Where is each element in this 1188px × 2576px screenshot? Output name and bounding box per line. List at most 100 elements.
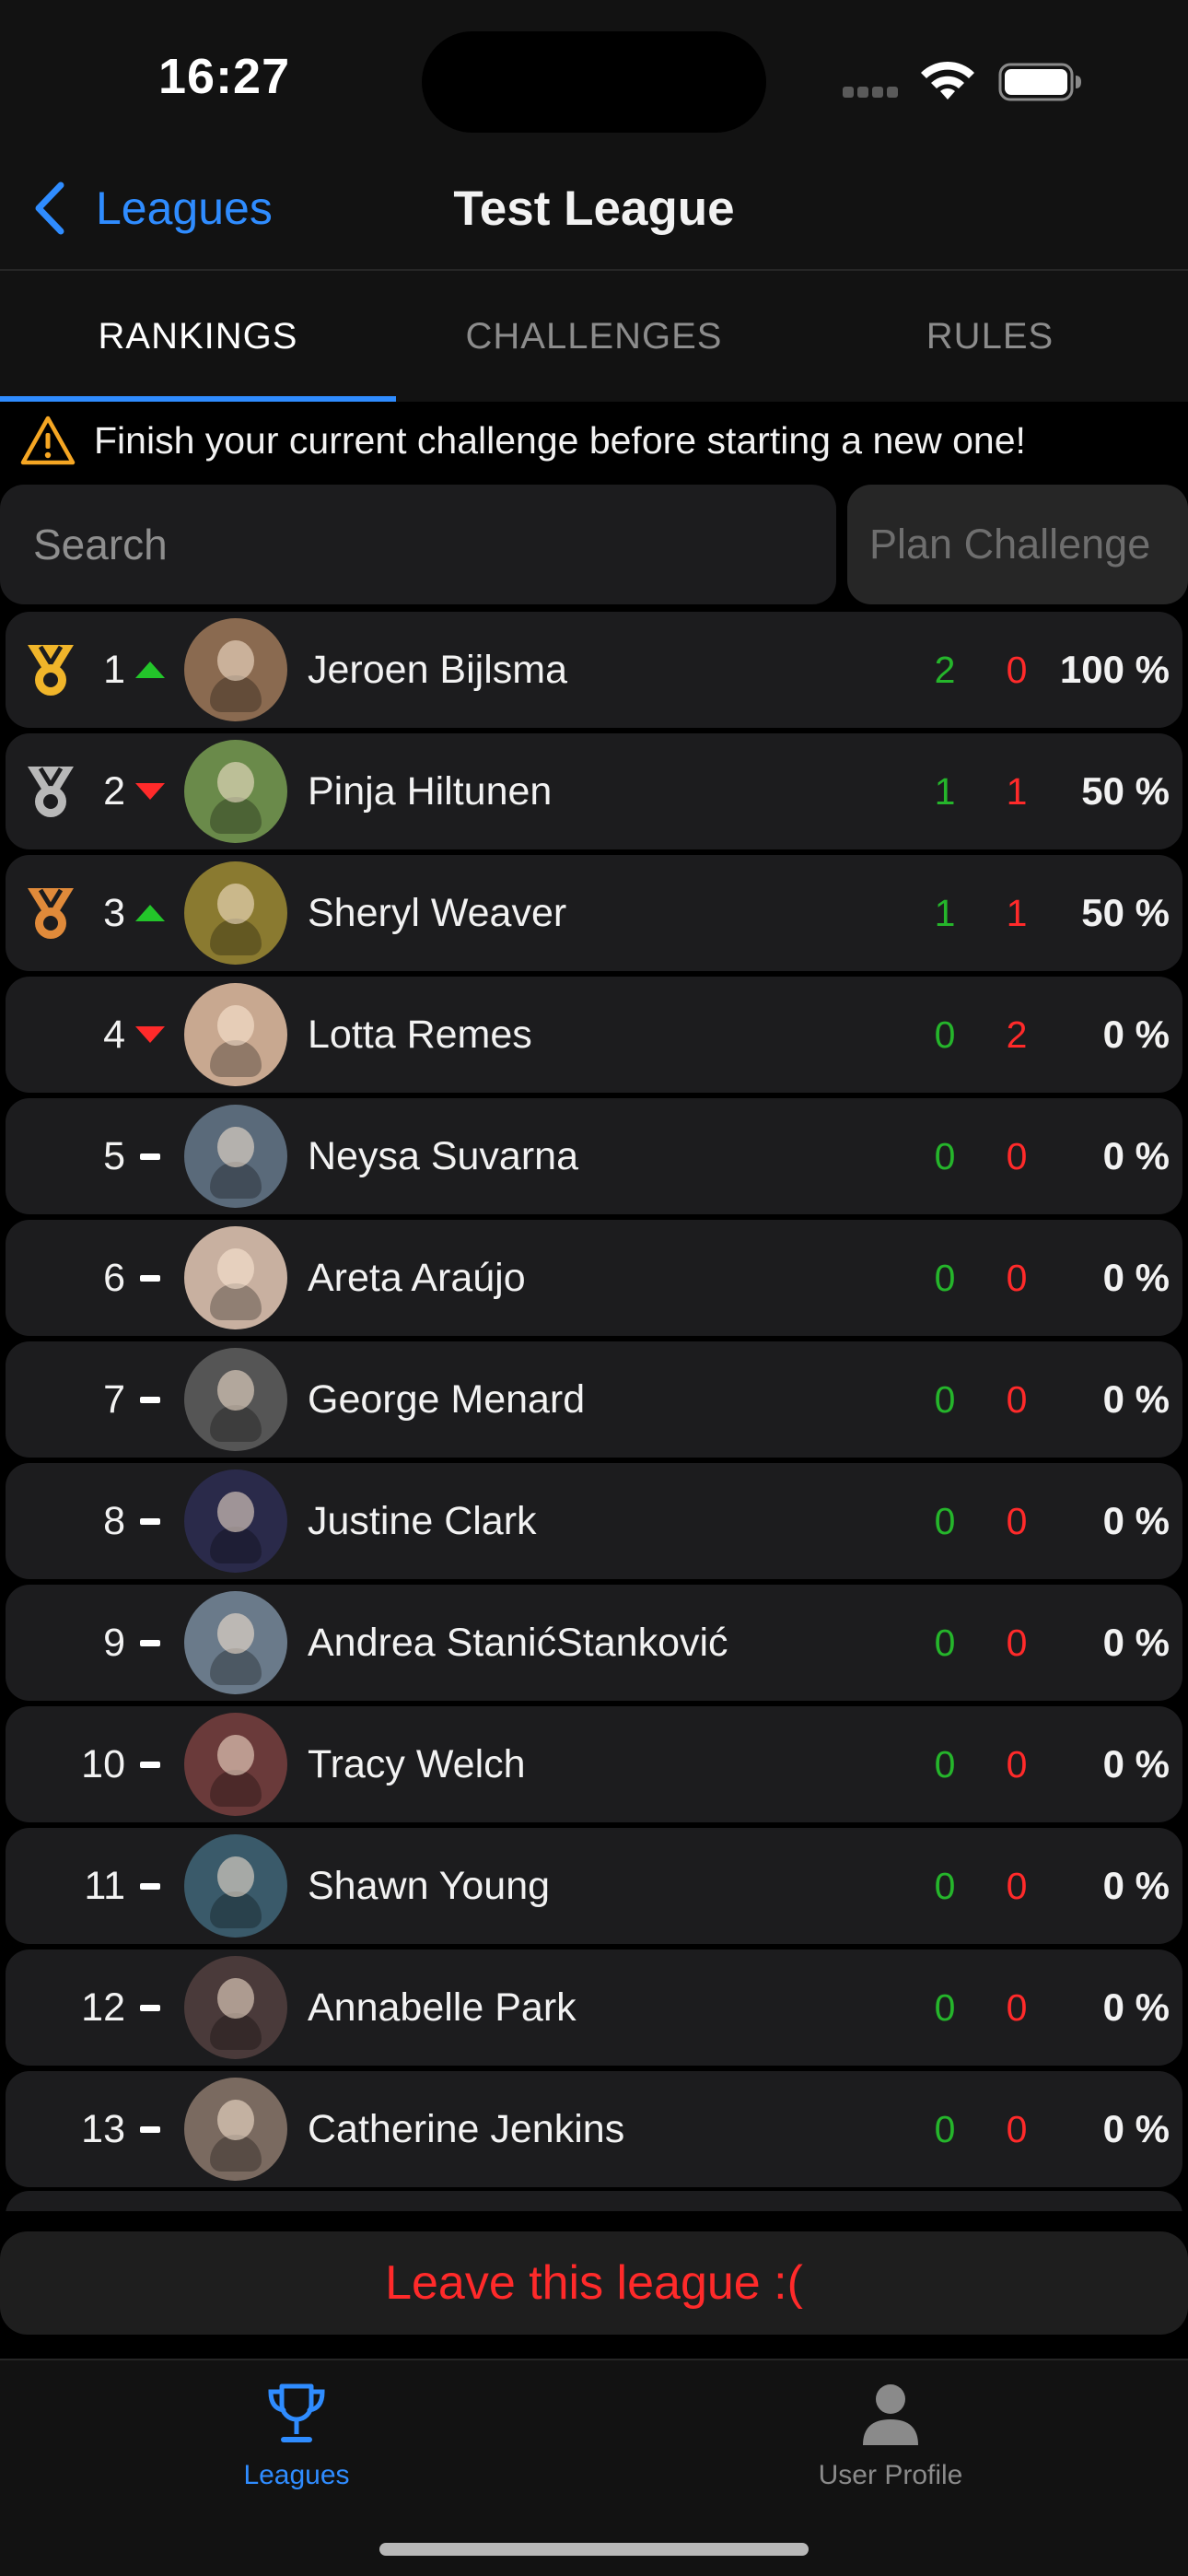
dynamic-island <box>422 31 766 133</box>
player-name: George Menard <box>308 1377 586 1422</box>
ranking-row[interactable]: 7 George Menard 0 0 0 % <box>6 1341 1182 1458</box>
player-name: Lotta Remes <box>308 1013 532 1057</box>
wins-count: 0 <box>934 1622 956 1664</box>
wins-count: 0 <box>934 1257 956 1299</box>
rank-number: 13 <box>81 2107 125 2151</box>
trend-down-icon <box>134 733 166 849</box>
status-bar: 16:27 <box>0 0 1188 147</box>
avatar <box>184 740 287 843</box>
back-button[interactable]: Leagues <box>31 181 273 236</box>
trophy-icon <box>268 2383 325 2442</box>
win-percentage: 50 % <box>1081 891 1170 934</box>
rankings-list[interactable]: 1 Jeroen Bijlsma 2 0 100 % 2 Pinja Hiltunen 1 1 5… <box>0 612 1188 2211</box>
wins-count: 1 <box>934 770 956 813</box>
warning-banner: Finish your current challenge before sta… <box>20 411 1026 470</box>
page-title: Test League <box>453 181 735 236</box>
ranking-row-partial[interactable] <box>6 2191 1182 2211</box>
tab-rules[interactable]: RULES <box>926 316 1054 357</box>
tab-leagues[interactable]: Leagues <box>112 2379 481 2491</box>
avatar <box>184 1105 287 1208</box>
rank-number: 1 <box>103 648 125 692</box>
ranking-row[interactable]: 12 Annabelle Park 0 0 0 % <box>6 1950 1182 2066</box>
plan-challenge-button[interactable]: Plan Challenge <box>847 485 1188 604</box>
rank-number: 9 <box>103 1621 125 1665</box>
rank-number: 8 <box>103 1499 125 1543</box>
losses-count: 0 <box>1006 1622 1028 1664</box>
win-percentage: 0 % <box>1102 1134 1170 1177</box>
avatar <box>184 1713 287 1816</box>
rank-number: 4 <box>103 1013 125 1057</box>
trend-down-icon <box>134 977 166 1093</box>
navigation-bar: Leagues Test League <box>0 147 1188 271</box>
player-name: Tracy Welch <box>308 1742 526 1786</box>
tab-user-profile[interactable]: User Profile <box>706 2379 1075 2491</box>
ranking-row[interactable]: 1 Jeroen Bijlsma 2 0 100 % <box>6 612 1182 728</box>
win-percentage: 0 % <box>1102 1013 1170 1056</box>
player-name: Areta Araújo <box>308 1256 526 1300</box>
losses-count: 2 <box>1006 1013 1028 1056</box>
ranking-row[interactable]: 4 Lotta Remes 0 2 0 % <box>6 977 1182 1093</box>
ranking-row[interactable]: 5 Neysa Suvarna 0 0 0 % <box>6 1098 1182 1214</box>
ranking-row[interactable]: 2 Pinja Hiltunen 1 1 50 % <box>6 733 1182 849</box>
avatar <box>184 861 287 965</box>
medal-icon <box>28 645 74 696</box>
avatar <box>184 1226 287 1329</box>
home-indicator <box>379 2543 809 2556</box>
losses-count: 1 <box>1006 892 1028 934</box>
tab-leagues-label: Leagues <box>243 2460 350 2490</box>
warning-icon <box>20 416 76 465</box>
search-input[interactable]: Search <box>0 485 836 604</box>
wins-count: 0 <box>934 1743 956 1786</box>
ranking-row[interactable]: 11 Shawn Young 0 0 0 % <box>6 1828 1182 1944</box>
ranking-row[interactable]: 9 Andrea StanićStanković 0 0 0 % <box>6 1585 1182 1701</box>
avatar <box>184 1348 287 1451</box>
ranking-row[interactable]: 10 Tracy Welch 0 0 0 % <box>6 1706 1182 1822</box>
ranking-row[interactable]: 3 Sheryl Weaver 1 1 50 % <box>6 855 1182 971</box>
losses-count: 0 <box>1006 1135 1028 1177</box>
trend-up-icon <box>134 612 166 728</box>
player-name: Neysa Suvarna <box>308 1134 578 1178</box>
rank-number: 10 <box>81 1742 125 1786</box>
losses-count: 0 <box>1006 649 1028 691</box>
bottom-tab-bar: Leagues User Profile <box>0 2359 1188 2576</box>
rank-number: 5 <box>103 1134 125 1178</box>
player-name: Catherine Jenkins <box>308 2107 625 2151</box>
warning-text: Finish your current challenge before sta… <box>94 418 1026 462</box>
wins-count: 0 <box>934 1865 956 1907</box>
cellular-signal-icon <box>843 86 902 102</box>
win-percentage: 0 % <box>1102 1499 1170 1542</box>
win-percentage: 50 % <box>1081 769 1170 813</box>
trend-unchanged-icon <box>134 1098 166 1214</box>
ranking-row[interactable]: 8 Justine Clark 0 0 0 % <box>6 1463 1182 1579</box>
wins-count: 0 <box>934 1986 956 2029</box>
wins-count: 1 <box>934 892 956 934</box>
losses-count: 0 <box>1006 1743 1028 1786</box>
rank-number: 2 <box>103 769 125 814</box>
losses-count: 0 <box>1006 1865 1028 1907</box>
tab-challenges[interactable]: CHALLENGES <box>465 316 723 357</box>
ranking-row[interactable]: 13 Catherine Jenkins 0 0 0 % <box>6 2071 1182 2187</box>
person-icon <box>863 2384 918 2445</box>
win-percentage: 0 % <box>1102 1864 1170 1907</box>
rank-number: 6 <box>103 1256 125 1300</box>
wins-count: 0 <box>934 1135 956 1177</box>
win-percentage: 0 % <box>1102 1377 1170 1421</box>
trend-unchanged-icon <box>134 1220 166 1336</box>
losses-count: 0 <box>1006 1500 1028 1542</box>
trend-unchanged-icon <box>134 1828 166 1944</box>
rank-number: 3 <box>103 891 125 935</box>
avatar <box>184 1469 287 1573</box>
wins-count: 0 <box>934 2108 956 2150</box>
avatar <box>184 2078 287 2181</box>
win-percentage: 0 % <box>1102 1621 1170 1664</box>
tab-rankings[interactable]: RANKINGS <box>0 271 396 402</box>
ranking-row[interactable]: 6 Areta Araújo 0 0 0 % <box>6 1220 1182 1336</box>
losses-count: 1 <box>1006 770 1028 813</box>
win-percentage: 100 % <box>1059 648 1170 691</box>
rank-number: 7 <box>103 1377 125 1422</box>
leave-league-button[interactable]: Leave this league :( <box>0 2231 1188 2335</box>
medal-icon <box>28 888 74 939</box>
trend-unchanged-icon <box>134 1950 166 2066</box>
player-name: Jeroen Bijlsma <box>308 648 567 692</box>
trend-unchanged-icon <box>134 1341 166 1458</box>
